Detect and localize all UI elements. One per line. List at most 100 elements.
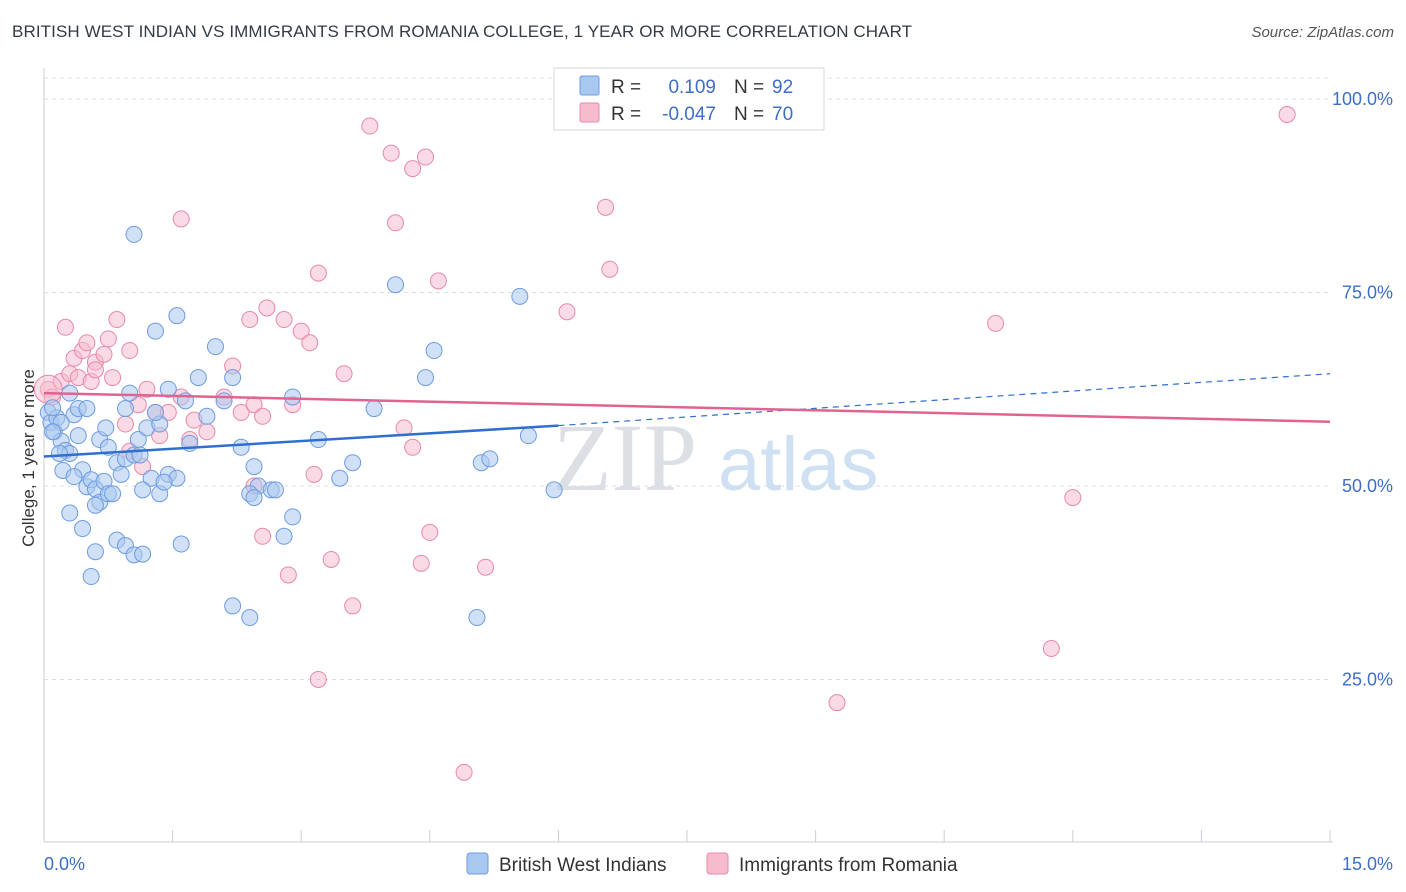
point-bwi-84 [155,473,173,491]
point-bwi-20 [61,504,79,522]
point-bwi-49 [206,338,224,356]
point-bwi-66 [365,400,383,418]
point-romania-49 [254,527,272,545]
point-romania-20 [198,423,216,441]
legend-n-value-pink: 70 [772,104,793,125]
point-bwi-72 [511,287,529,305]
y-axis-label: College, 1 year or more [19,369,38,547]
point-romania-58 [477,558,495,576]
point-bwi-60 [275,527,293,545]
y-tick-labels: 25.0% 50.0% 75.0% 100.0% [1332,89,1393,690]
point-romania-25 [116,415,134,433]
point-romania-52 [322,550,340,568]
y-tick-label-100: 100.0% [1332,89,1393,109]
point-bwi-83 [134,481,152,499]
axes [43,68,1333,843]
point-bwi-47 [224,369,242,387]
x-tick-label-max: 15.0% [1342,854,1393,874]
point-romania-24 [254,407,272,425]
point-romania-32 [275,311,293,329]
point-bwi-86 [172,535,190,553]
trend-line-bwi [43,424,559,458]
point-romania-36 [335,365,353,383]
point-romania-57 [421,523,439,541]
point-bwi-4 [44,399,62,417]
chart-title: BRITISH WEST INDIAN VS IMMIGRANTS FROM R… [12,22,913,41]
legend-r-value-blue: 0.109 [668,77,716,98]
point-romania-35 [309,264,327,282]
point-romania-41 [387,214,405,232]
point-romania-9 [104,369,122,387]
point-romania-33 [292,322,310,340]
point-bwi-52 [125,225,143,243]
point-romania-34 [301,334,319,352]
point-bwi-78 [468,609,486,627]
bottom-legend-label-pink: Immigrants from Romania [739,855,958,876]
point-romania-44 [429,272,447,290]
point-bwi-27 [82,568,100,586]
x-tick-label-min: 0.0% [44,854,85,874]
point-romania-63 [1064,489,1082,507]
point-romania-30 [241,311,259,329]
point-bwi-88 [69,427,87,445]
point-bwi-65 [344,454,362,472]
x-tick-labels: 0.0% 15.0% [44,854,1393,874]
point-bwi-85 [266,481,284,499]
y-tick-label-25: 25.0% [1342,669,1393,689]
point-bwi-69 [425,342,443,360]
x-ticks [43,830,1331,842]
legend-n-value-blue: 92 [772,77,793,98]
point-bwi-22 [86,543,104,561]
point-romania-61 [828,694,846,712]
legend-r-label-pink: R = [611,104,641,125]
point-romania-53 [344,597,362,615]
point-bwi-68 [417,369,435,387]
point-bwi-50 [146,322,164,340]
point-romania-67 [78,334,96,352]
point-bwi-48 [189,369,207,387]
point-romania-62 [987,314,1005,332]
point-bwi-80 [65,468,83,486]
point-bwi-74 [545,481,563,499]
point-romania-40 [382,144,400,162]
point-romania-cluster [33,374,63,404]
point-bwi-76 [224,597,242,615]
point-romania-55 [404,438,422,456]
legend-n-label-blue: N = [734,77,764,98]
point-bwi-51 [168,307,186,325]
point-bwi-87 [44,423,62,441]
point-romania-51 [305,465,323,483]
point-romania-56 [412,554,430,572]
point-romania-31 [258,299,276,317]
legend-swatch-pink [579,102,600,123]
point-romania-45 [558,303,576,321]
y-tick-label-75: 75.0% [1342,282,1393,302]
point-romania-60 [455,763,473,781]
watermark-zip: ZIP [553,404,697,511]
point-romania-8 [95,345,113,363]
point-bwi-55 [232,438,250,456]
point-bwi-45 [198,407,216,425]
point-romania-42 [404,160,422,178]
legend-box: R = 0.109 N = 92 R = -0.047 N = 70 [553,67,825,131]
bottom-legend-swatch-blue [466,852,489,875]
point-bwi-26 [134,545,152,563]
bottom-legend: British West Indians Immigrants from Rom… [466,852,958,876]
point-bwi-21 [74,520,92,538]
point-romania-59 [309,670,327,688]
point-bwi-62 [284,388,302,406]
point-bwi-67 [387,276,405,294]
point-bwi-29 [78,400,96,418]
point-bwi-71 [481,450,499,468]
point-romania-12 [99,330,117,348]
legend-r-label-blue: R = [611,77,641,98]
watermark: ZIP atlas [553,404,879,511]
point-romania-46 [597,198,615,216]
point-bwi-10 [50,444,68,462]
y-tick-label-50: 50.0% [1342,476,1393,496]
point-romania-43 [417,148,435,166]
point-romania-39 [361,117,379,135]
point-romania-50 [279,566,297,584]
point-romania-66 [56,318,74,336]
